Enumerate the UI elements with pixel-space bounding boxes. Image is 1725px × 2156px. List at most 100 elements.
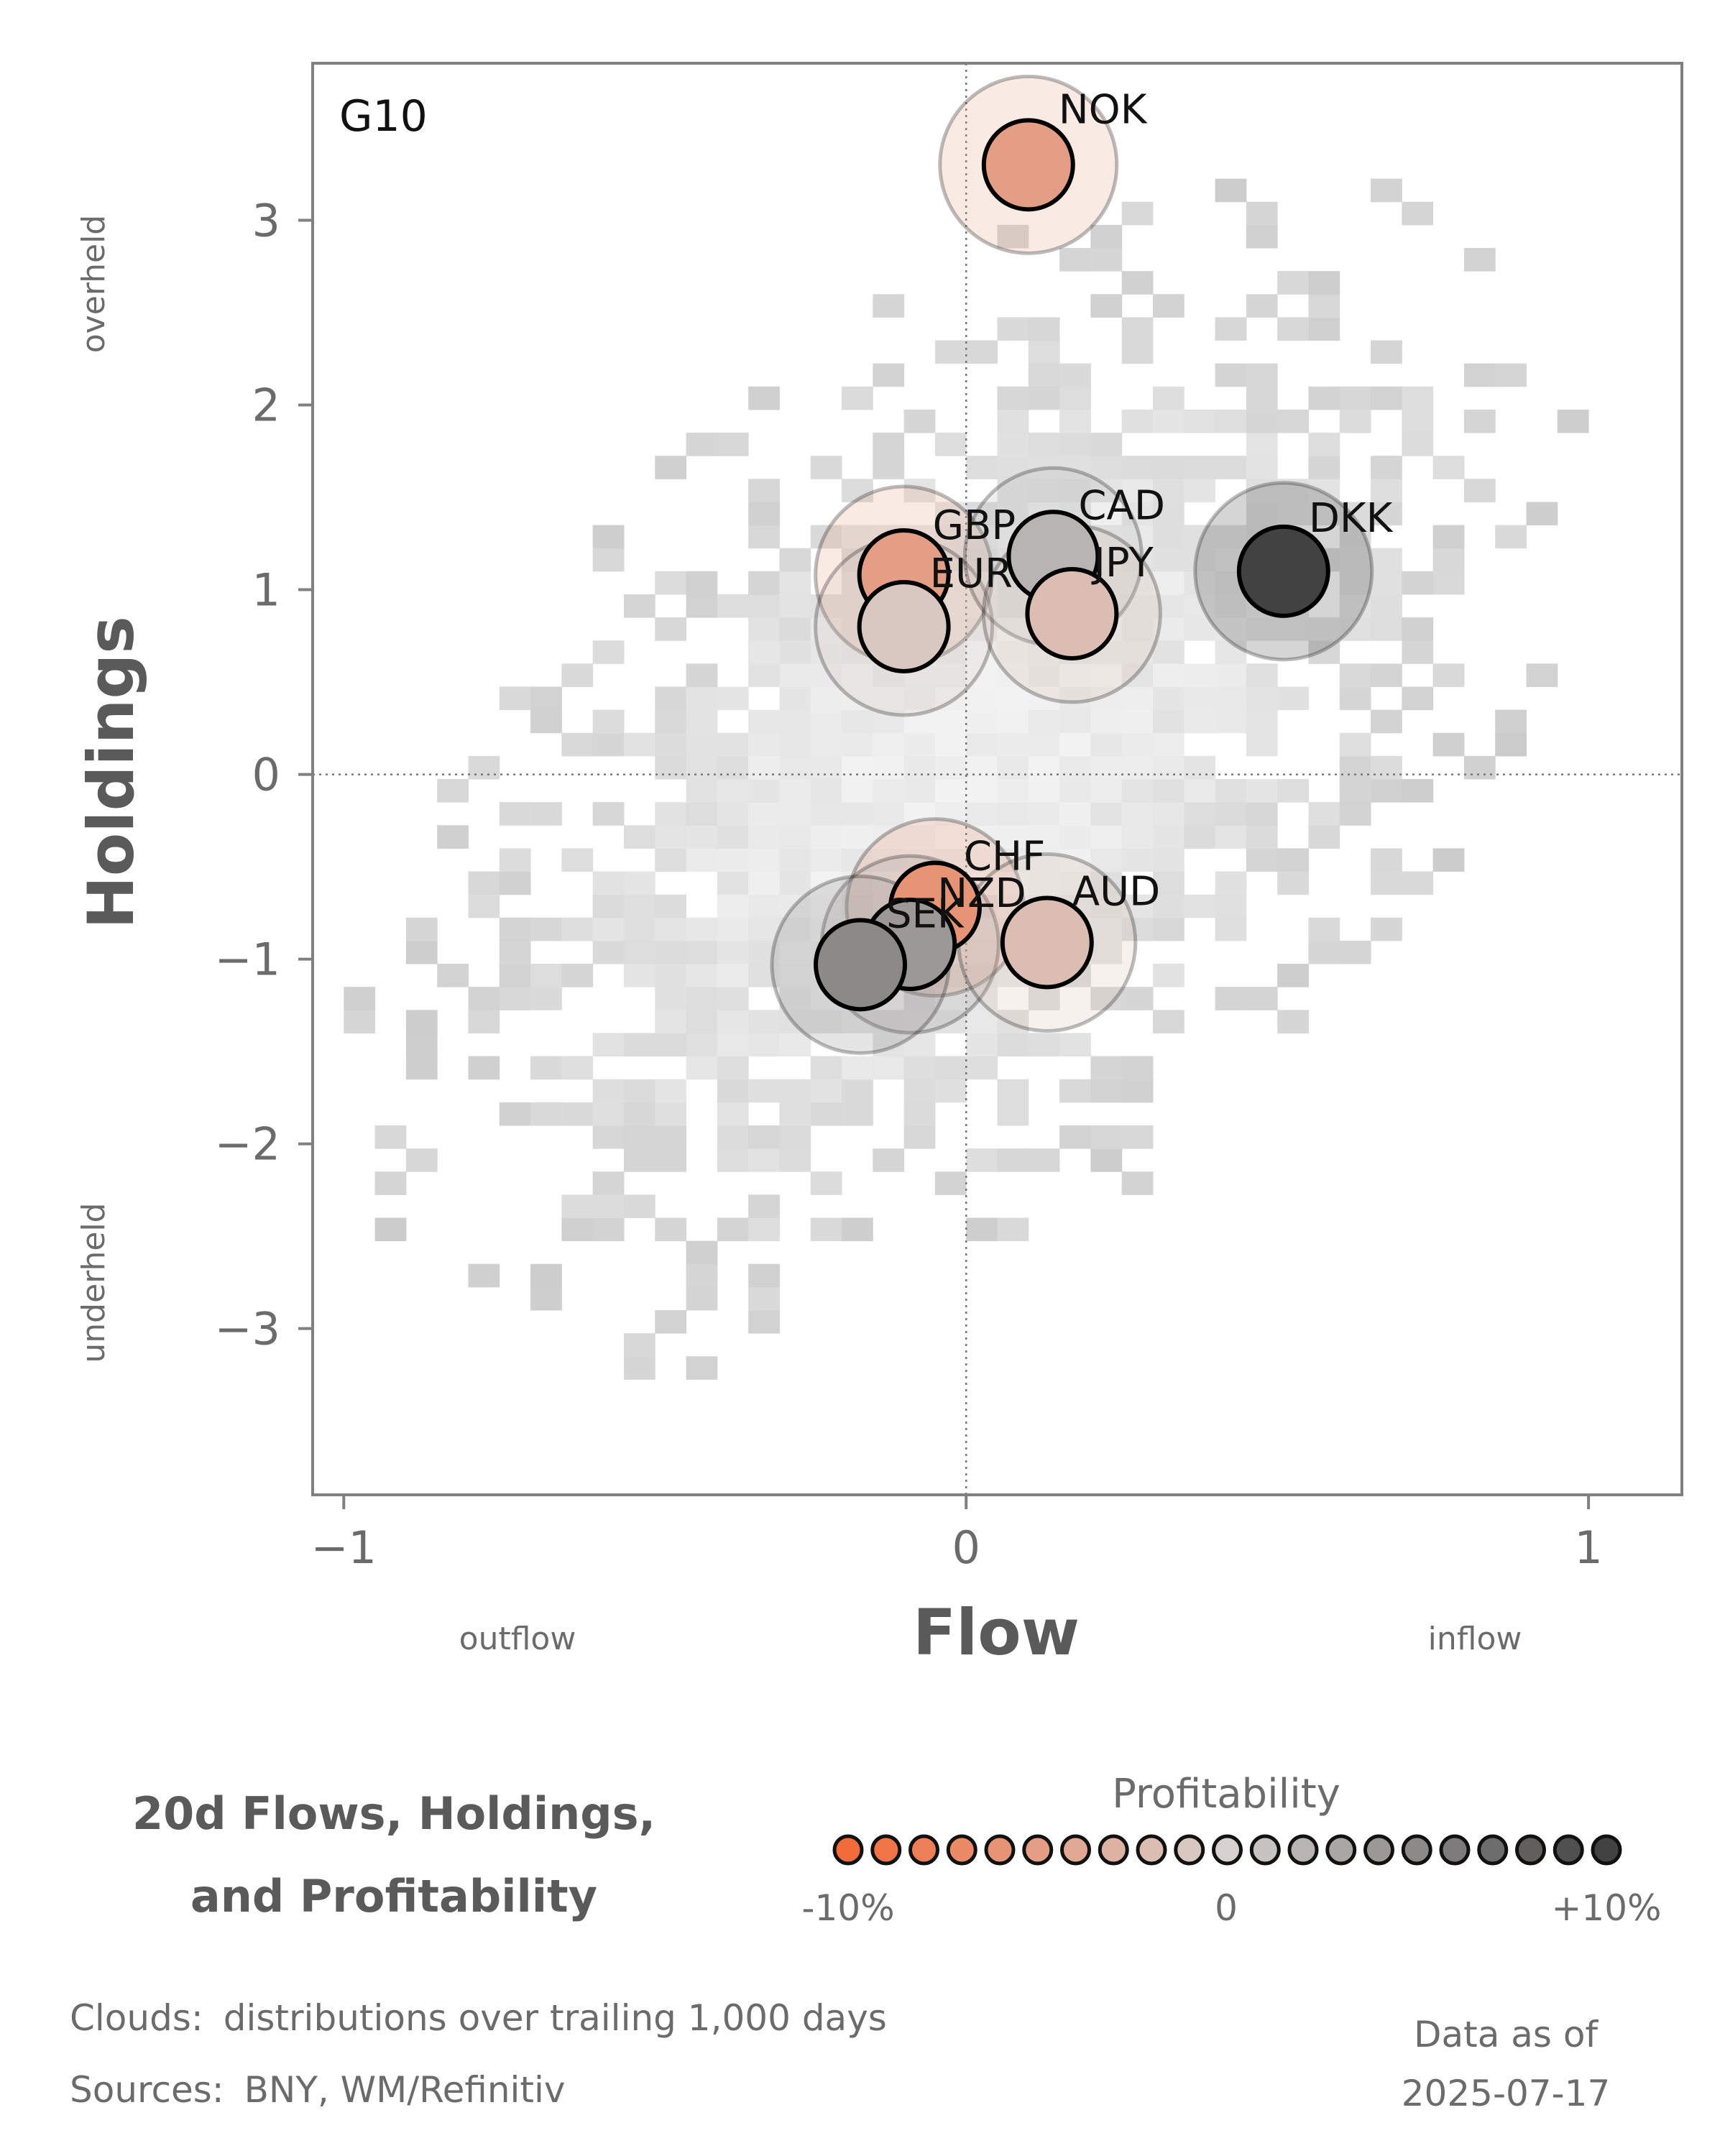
cloud-cell [1215,871,1247,895]
cloud-cell [1184,617,1216,641]
cloud-cell [966,1148,998,1172]
cloud-cell [623,964,656,987]
cloud-cell [623,1333,656,1357]
cloud-cell [1246,617,1278,641]
cloud-cell [717,1033,749,1057]
cloud-cell [1090,224,1123,249]
cloud-cell [934,755,967,780]
cloud-cell [779,1079,811,1103]
cloud-cell [1215,709,1247,734]
cloud-cell [810,1056,842,1080]
cloud-cell [934,1079,967,1103]
cloud-cell [934,987,967,1010]
cloud-cell [966,617,998,641]
cloud-cell [873,433,905,456]
cloud-cell [655,1217,687,1242]
point-dkk [1236,524,1330,618]
cloud-cell [1308,433,1340,456]
cloud-cell [1495,363,1527,387]
cloud-cell [561,964,594,987]
colorbar-swatch [1287,1834,1319,1866]
y-tick-label: 1 [252,564,280,617]
cloud-cell [1028,755,1060,780]
cloud-cell [1246,294,1278,318]
cloud-cell [655,1125,687,1149]
cloud-cell [1277,871,1309,895]
cloud-cell [934,433,967,456]
cloud-cell [1277,617,1309,641]
cloud-cell [468,755,500,780]
cloud-cell [405,917,438,941]
cloud-cell [1059,1125,1091,1149]
cloud-cell [1028,317,1060,341]
cloud-cell [966,502,998,526]
cloud-cell [1339,802,1371,826]
cloud-cell [966,686,998,711]
cloud-cell [1339,663,1371,687]
cloud-cell [1152,409,1184,433]
cloud-cell [779,1102,811,1126]
cloud-cell [934,525,967,549]
cloud-cell [717,1010,749,1033]
cloud-cell [686,1056,718,1080]
cloud-cell [1371,755,1402,780]
cloud-cell [437,825,469,849]
cloud-cell [1371,479,1402,502]
cloud-cell [873,709,905,734]
cloud-cell [1308,940,1340,964]
cloud-cell [748,871,780,895]
cloud-cell [1246,201,1278,226]
cloud-cell [1121,894,1154,918]
cloud-cell [1277,1010,1309,1033]
cloud-cell [1215,825,1247,849]
cloud-cell [1184,409,1216,433]
cloud-cell [623,1194,656,1218]
cloud-cell [1152,456,1184,479]
cloud-cell [997,732,1029,757]
cloud-cell [623,732,656,757]
cloud-cell [686,709,718,734]
cloud-cell [1308,502,1340,526]
cloud-cell [1371,917,1402,941]
y-axis: 3 2 1 0 −1 −2 −3 [215,194,313,1355]
cloud-cell [655,709,687,734]
cloud-cell [686,433,718,456]
cloud-cell [1402,779,1434,803]
cloud-cell [966,1033,998,1057]
cloud-cell [717,964,749,987]
cloud-cell [623,940,656,964]
cloud-cell [779,571,811,595]
cloud-cell [530,1102,562,1126]
cloud-cell [934,502,967,526]
cloud-cell [779,802,811,826]
cloud-cell [1121,617,1154,641]
cloud-cell [1152,479,1184,502]
points [814,118,1330,1012]
cloud-cell [934,686,967,711]
cloud-cell [1059,663,1091,687]
cloud-cell [1246,987,1278,1010]
cloud-cell [655,987,687,1010]
cloud-cell [1152,617,1184,641]
cloud-cell [1090,709,1123,734]
cloud-cell [903,1033,936,1057]
cloud-cell [934,802,967,826]
cloud-cell [934,663,967,687]
cloud-cell [966,987,998,1010]
cloud-cell [779,1148,811,1172]
cloud-cell [1277,779,1309,803]
cloud-cell [1090,779,1123,803]
cloud-cell [810,871,842,895]
cloud-cell [779,663,811,687]
cloud-cell [1152,502,1184,526]
cloud-cell [903,1102,936,1126]
colorbar-swatch [1401,1834,1432,1866]
cloud-cell [1121,1171,1154,1195]
cloud-cell [1090,755,1123,780]
sources-label: Sources: [70,2069,224,2111]
cloud-cell [810,1010,842,1033]
cloud-cell [810,663,842,687]
cloud-cell [1121,271,1154,295]
cloud-cell [748,964,780,987]
cloud-cell [842,825,873,849]
